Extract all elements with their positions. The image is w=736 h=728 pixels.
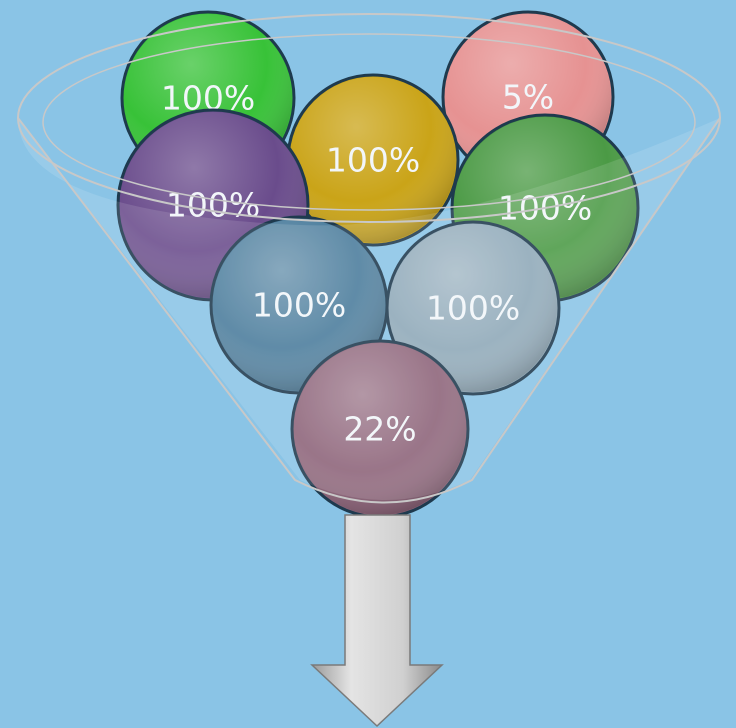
ball-label: 5% bbox=[502, 78, 554, 117]
funnel-rim-outer bbox=[17, 13, 721, 223]
ball: 100% bbox=[286, 73, 460, 247]
ball-shine bbox=[294, 343, 466, 515]
ball: 22% bbox=[290, 339, 470, 519]
ball-label: 100% bbox=[326, 141, 420, 180]
funnel-sides bbox=[17, 117, 721, 504]
ball-shine bbox=[290, 77, 456, 243]
funnel-glass bbox=[18, 118, 720, 500]
funnel-rim-inner bbox=[42, 33, 696, 211]
ball-label: 22% bbox=[343, 410, 416, 449]
output-arrow bbox=[310, 514, 444, 728]
balls: 100% 5%100%100% 100%100% 100%22% bbox=[116, 10, 640, 519]
ball-shine bbox=[389, 224, 557, 392]
ball-label: 100% bbox=[426, 289, 520, 328]
ball-label: 100% bbox=[252, 286, 346, 325]
ball: 100% bbox=[385, 220, 561, 396]
